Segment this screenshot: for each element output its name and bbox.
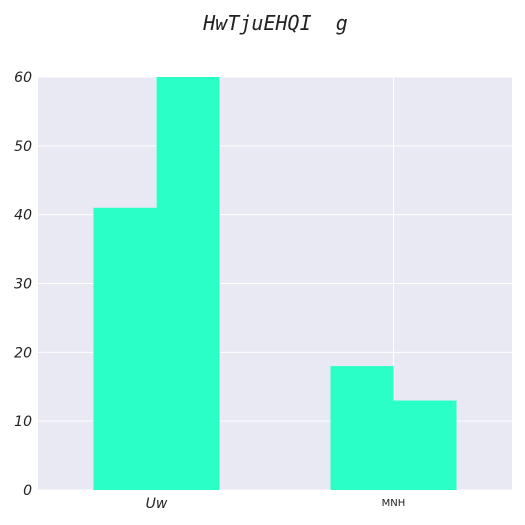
x-tick-label: Uw xyxy=(146,496,168,512)
chart-title: HwTjuEHQI g xyxy=(203,11,348,35)
bar-mnh-series-2 xyxy=(393,400,457,490)
y-tick-label: 10 xyxy=(14,414,32,430)
y-tick-label: 60 xyxy=(14,70,32,86)
y-axis-ticks: 0 10 20 30 40 50 60 xyxy=(14,70,32,499)
bar-uw-series-1 xyxy=(93,207,157,491)
x-axis-ticks: Uw MNH xyxy=(146,496,406,512)
y-tick-label: 40 xyxy=(14,208,32,224)
y-tick-label: 0 xyxy=(23,483,32,499)
bars xyxy=(93,77,457,491)
x-tick-label: MNH xyxy=(382,498,406,509)
bar-uw-series-2 xyxy=(156,77,220,490)
y-tick-label: 50 xyxy=(14,139,32,155)
bar-mnh-series-1 xyxy=(330,366,394,490)
y-tick-label: 20 xyxy=(14,345,32,361)
y-tick-label: 30 xyxy=(14,277,32,293)
